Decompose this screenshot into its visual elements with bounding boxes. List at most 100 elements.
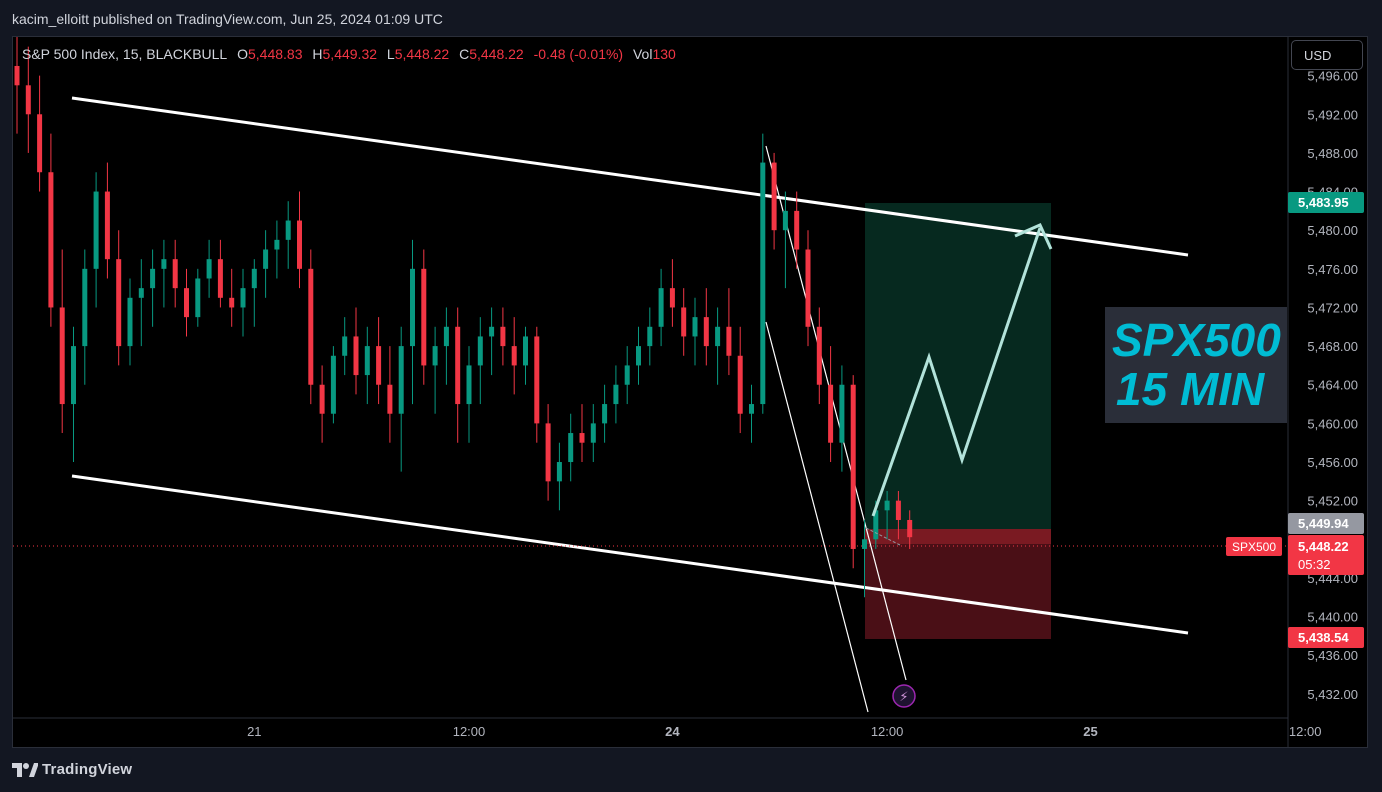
- symbol-price-text: SPX500: [1232, 540, 1276, 554]
- candle-body: [477, 336, 483, 366]
- legend-vol: 130: [652, 46, 676, 62]
- price-axis[interactable]: 5,496.005,492.005,488.005,484.005,480.00…: [1307, 69, 1358, 702]
- candle-body: [25, 85, 31, 115]
- y-tick-label: 5,480.00: [1307, 223, 1358, 238]
- candle-body: [489, 326, 495, 337]
- candle-body: [839, 384, 845, 443]
- candle-body: [195, 278, 201, 318]
- candle-body: [828, 384, 834, 443]
- candle-body: [71, 346, 76, 405]
- candle-body: [805, 249, 811, 327]
- candle-body: [421, 268, 427, 366]
- candle-body: [274, 239, 280, 250]
- candle-body: [862, 539, 867, 549]
- y-tick-label: 5,496.00: [1307, 69, 1358, 84]
- candle-body: [466, 365, 472, 405]
- tradingview-brand[interactable]: TradingView: [42, 761, 133, 778]
- candle-body: [737, 355, 743, 414]
- candle-body: [48, 172, 54, 308]
- overlay-box[interactable]: [1105, 307, 1287, 423]
- candle-body: [432, 346, 438, 366]
- target-price-text: 5,483.95: [1298, 195, 1349, 210]
- candle-body: [59, 307, 65, 405]
- x-tick-label: 21: [247, 724, 261, 739]
- candle-body: [353, 336, 359, 376]
- candle-body: [771, 162, 777, 231]
- candle-body: [669, 288, 675, 308]
- symbol-legend[interactable]: S&P 500 Index, 15, BLACKBULL O5,448.83 H…: [22, 46, 676, 62]
- x-tick-label: 12:00: [453, 724, 486, 739]
- candle-body: [692, 317, 698, 337]
- candle-body: [116, 259, 122, 347]
- candle-body: [749, 404, 754, 414]
- candle-body: [647, 326, 653, 347]
- candle-body: [364, 346, 370, 376]
- channel-upper-line[interactable]: [71, 96, 1189, 257]
- y-tick-label: 5,456.00: [1307, 455, 1358, 470]
- candle-body: [511, 346, 517, 366]
- candle-body: [172, 259, 178, 289]
- candle-body: [229, 297, 235, 308]
- candle-body: [715, 326, 721, 347]
- candle-body: [907, 519, 913, 538]
- candle-body: [545, 423, 551, 482]
- overlay-title-line2: 15 MIN: [1116, 363, 1265, 415]
- candle-body: [37, 114, 43, 173]
- lightning-icon[interactable]: [892, 684, 916, 708]
- loss-zone[interactable]: [865, 529, 1051, 639]
- candle-body: [308, 268, 314, 385]
- candle-body: [150, 268, 156, 289]
- legend-low-label: L: [386, 46, 395, 62]
- candle-body: [342, 336, 348, 356]
- stop-price-tag: [1288, 627, 1364, 648]
- candle-body: [93, 191, 99, 269]
- last-price-tag: [1288, 535, 1364, 575]
- candle-body: [161, 259, 167, 269]
- x-tick-label: 25: [1083, 724, 1097, 739]
- candle-body: [624, 365, 630, 385]
- candle-body: [556, 462, 562, 482]
- candle-body: [297, 220, 302, 269]
- x-tick-label: 12:00: [871, 724, 904, 739]
- y-tick-label: 5,464.00: [1307, 378, 1358, 393]
- tradingview-logo-icon[interactable]: [12, 762, 38, 778]
- candle-body: [184, 288, 189, 318]
- candle-body: [590, 423, 596, 443]
- candle-body: [613, 384, 619, 405]
- y-tick-label: 5,488.00: [1307, 146, 1358, 161]
- legend-vol-label: Vol: [632, 46, 653, 62]
- currency-button[interactable]: USD: [1291, 40, 1363, 70]
- overlay-title-line1: SPX500: [1112, 314, 1281, 366]
- candle-body: [568, 433, 574, 463]
- countdown-text: 05:32: [1298, 557, 1331, 572]
- y-tick-label: 5,432.00: [1307, 687, 1358, 702]
- channel-lower-line[interactable]: [71, 474, 1189, 635]
- legend-open: 5,448.83: [248, 46, 303, 62]
- candle-body: [443, 326, 449, 347]
- candle-body: [376, 346, 382, 385]
- candle-body: [794, 210, 800, 250]
- y-tick-label: 5,436.00: [1307, 648, 1358, 663]
- falling-wedge-upper[interactable]: [765, 145, 907, 681]
- candle-body: [681, 307, 687, 337]
- legend-symbol: S&P 500 Index, 15, BLACKBULL: [22, 46, 228, 62]
- legend-open-label: O: [237, 46, 248, 62]
- candle-body: [398, 346, 404, 414]
- candle-body: [14, 65, 20, 86]
- candle-body: [455, 326, 461, 405]
- footer: [0, 748, 1382, 792]
- stop-price-text: 5,438.54: [1298, 630, 1349, 645]
- legend-close-label: C: [459, 46, 470, 62]
- legend-high-label: H: [312, 46, 323, 62]
- projected-path[interactable]: [871, 227, 1042, 517]
- candle-body: [523, 336, 528, 366]
- candle-body: [104, 191, 110, 260]
- candle-body: [251, 268, 257, 289]
- candle-body: [217, 259, 223, 298]
- lightning-glyph: ⚡: [899, 690, 908, 705]
- profit-zone[interactable]: [865, 203, 1051, 529]
- legend-low: 5,448.22: [394, 46, 450, 62]
- falling-wedge-lower[interactable]: [765, 321, 869, 713]
